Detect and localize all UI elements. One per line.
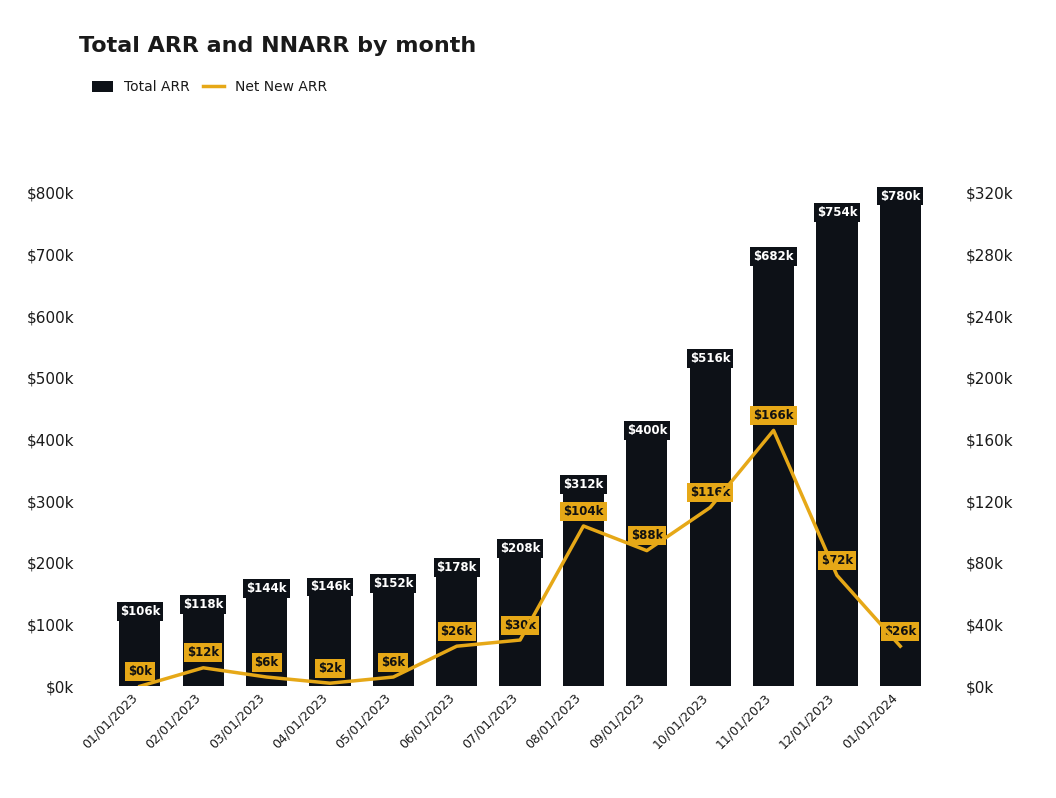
Text: $178k: $178k (436, 561, 477, 574)
Bar (436, 576, 477, 686)
Bar (880, 205, 921, 686)
Text: $0k: $0k (128, 665, 152, 678)
Text: $2k: $2k (318, 662, 342, 675)
Text: $26k: $26k (440, 625, 473, 638)
Text: $152k: $152k (373, 577, 414, 590)
Bar (183, 614, 224, 686)
Text: $26k: $26k (884, 625, 917, 638)
Text: $166k: $166k (753, 409, 794, 422)
Bar (373, 593, 414, 686)
Text: $400k: $400k (626, 424, 667, 437)
Bar (119, 621, 161, 686)
Bar (246, 598, 287, 686)
Legend: Total ARR, Net New ARR: Total ARR, Net New ARR (87, 75, 333, 100)
Bar (563, 494, 604, 686)
Text: $6k: $6k (381, 656, 406, 669)
Text: $12k: $12k (187, 646, 220, 659)
Text: $6k: $6k (254, 656, 279, 669)
Text: $88k: $88k (630, 529, 663, 543)
Text: $312k: $312k (563, 478, 604, 491)
Text: Total ARR and NNARR by month: Total ARR and NNARR by month (79, 36, 476, 56)
Bar (626, 440, 667, 686)
Text: $106k: $106k (119, 605, 161, 618)
Bar (816, 221, 857, 686)
Bar (690, 368, 731, 686)
Bar (499, 558, 541, 686)
Text: $118k: $118k (183, 598, 224, 610)
Text: $208k: $208k (499, 543, 541, 555)
Text: $104k: $104k (563, 504, 604, 518)
Text: $754k: $754k (816, 206, 857, 219)
Bar (753, 266, 794, 686)
Text: $30k: $30k (504, 618, 536, 632)
Text: $144k: $144k (246, 582, 287, 595)
Text: $780k: $780k (880, 190, 921, 203)
Bar (309, 596, 351, 686)
Text: $516k: $516k (690, 353, 731, 365)
Text: $116k: $116k (690, 486, 731, 499)
Text: $72k: $72k (821, 554, 853, 567)
Text: $682k: $682k (753, 250, 794, 263)
Text: $146k: $146k (309, 580, 351, 594)
